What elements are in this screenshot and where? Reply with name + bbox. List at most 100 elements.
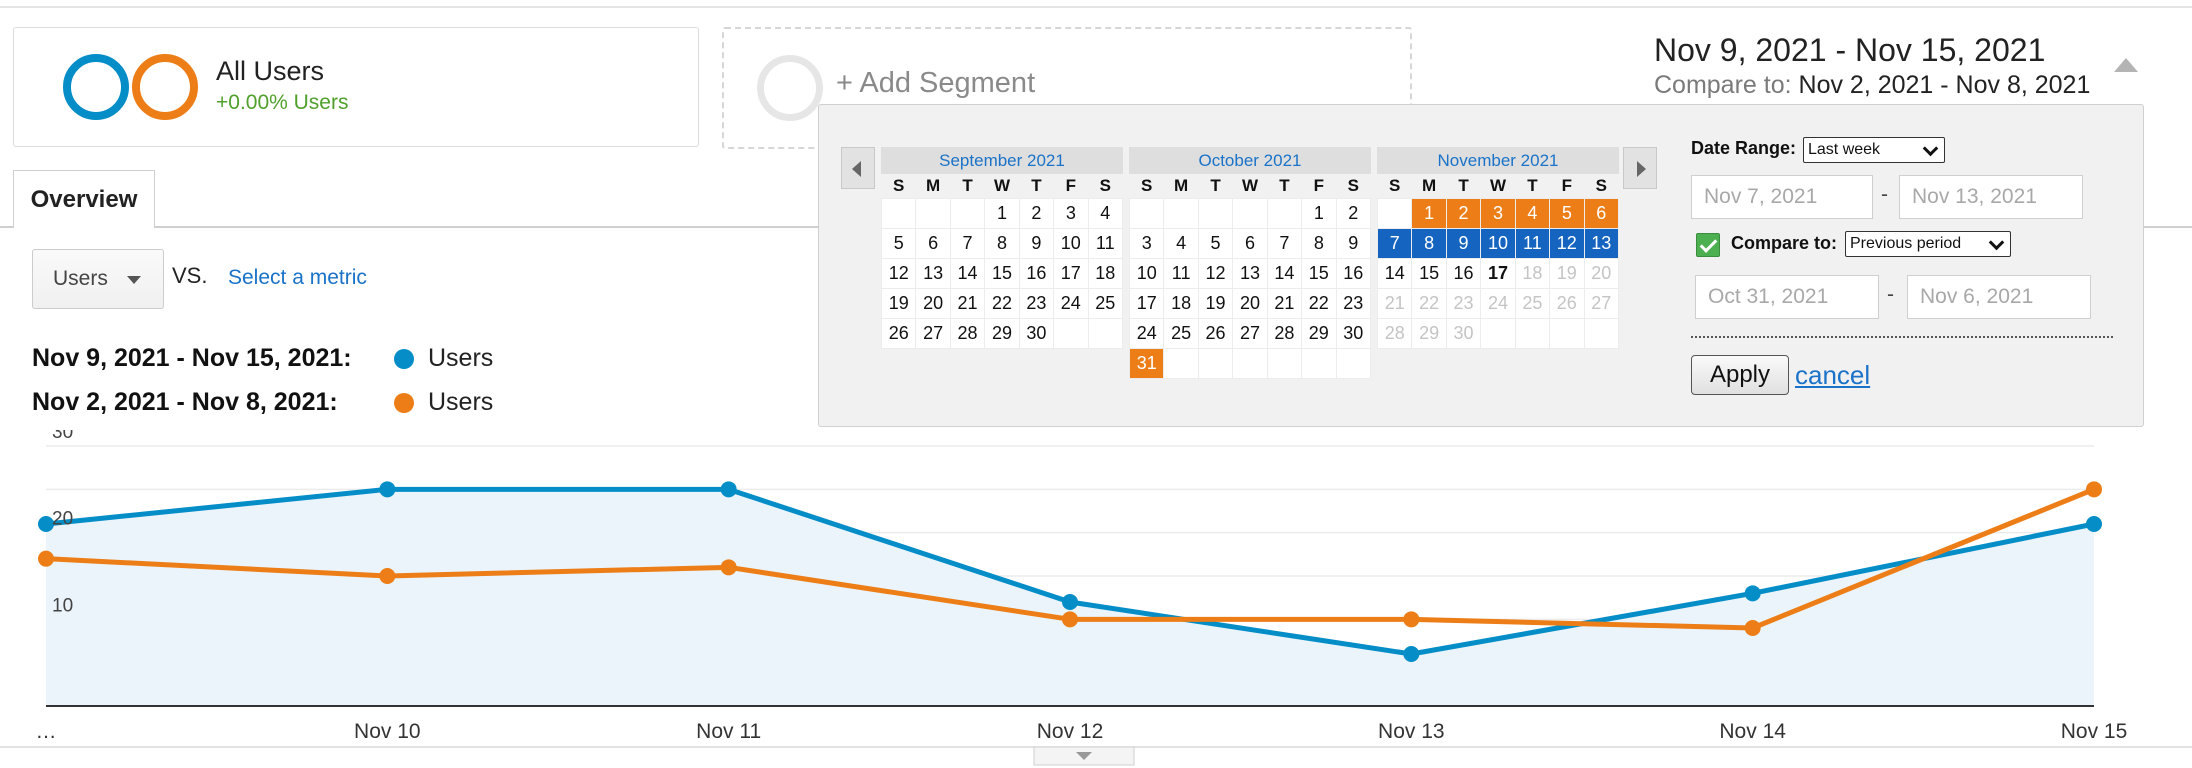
calendar-day[interactable]: 18 [1087, 258, 1124, 289]
calendar-day[interactable]: 30 [1018, 318, 1055, 349]
calendar-day[interactable]: 16 [1018, 258, 1055, 289]
end-date-input[interactable]: Nov 13, 2021 [1899, 175, 2083, 219]
calendar-day[interactable]: 2 [1018, 198, 1055, 229]
calendar-day[interactable]: 25 [1087, 288, 1124, 319]
apply-button[interactable]: Apply [1691, 355, 1789, 395]
calendar-day[interactable]: 10 [1053, 228, 1089, 259]
calendar-day[interactable]: 4 [1163, 228, 1199, 259]
calendar-day[interactable]: 9 [1445, 228, 1482, 259]
compare-period-select[interactable]: Previous period [1845, 231, 2011, 257]
calendar-day[interactable]: 16 [1445, 258, 1482, 289]
date-range-selector[interactable]: Nov 9, 2021 - Nov 15, 2021 [1654, 32, 2046, 68]
calendar-day[interactable]: 14 [949, 258, 986, 289]
calendar-day[interactable]: 24 [1053, 288, 1089, 319]
calendar-day[interactable]: 9 [1335, 228, 1372, 259]
cancel-link[interactable]: cancel [1795, 360, 1871, 390]
calendar-day[interactable]: 8 [1411, 228, 1447, 259]
calendar-day[interactable]: 27 [1232, 318, 1268, 349]
calendar-day[interactable]: 28 [949, 318, 986, 349]
calendar-day[interactable]: 22 [984, 288, 1020, 319]
calendar-day[interactable]: 20 [1232, 288, 1268, 319]
calendar-day[interactable]: 10 [1128, 258, 1165, 289]
calendar-day[interactable]: 13 [915, 258, 951, 289]
calendar-day[interactable]: 26 [1197, 318, 1234, 349]
calendar-day[interactable]: 9 [1018, 228, 1055, 259]
data-point-s0-5 [1744, 585, 1761, 602]
calendar-day[interactable]: 8 [1301, 228, 1337, 259]
calendar-day[interactable]: 2 [1445, 198, 1482, 229]
calendar-day[interactable]: 4 [1514, 198, 1551, 229]
calendar-day[interactable]: 8 [984, 228, 1020, 259]
tab-overview[interactable]: Overview [13, 170, 155, 228]
calendar-day[interactable]: 5 [880, 228, 917, 259]
calendar-day[interactable]: 11 [1163, 258, 1199, 289]
calendar-day[interactable]: 17 [1053, 258, 1089, 289]
calendar-next-button[interactable] [1623, 147, 1657, 189]
calendar-day[interactable]: 22 [1301, 288, 1337, 319]
calendar-day[interactable]: 13 [1232, 258, 1268, 289]
date-range-preset-select[interactable]: Last week [1803, 137, 1945, 163]
calendar-day[interactable]: 15 [1411, 258, 1447, 289]
calendar-day[interactable]: 23 [1335, 288, 1372, 319]
compare-checkbox[interactable] [1696, 233, 1720, 257]
calendar-day[interactable]: 5 [1549, 198, 1585, 229]
calendar-day[interactable]: 11 [1514, 228, 1551, 259]
calendar-day[interactable]: 21 [1266, 288, 1303, 319]
calendar-day[interactable]: 6 [915, 228, 951, 259]
start-date-input[interactable]: Nov 7, 2021 [1691, 175, 1873, 219]
calendar-day[interactable]: 21 [949, 288, 986, 319]
select-metric-link[interactable]: Select a metric [228, 266, 367, 289]
calendar-day[interactable]: 19 [1197, 288, 1234, 319]
compare-end-date-input[interactable]: Nov 6, 2021 [1907, 275, 2091, 319]
calendar-day[interactable]: 30 [1335, 318, 1372, 349]
calendar-day[interactable]: 7 [1266, 228, 1303, 259]
calendar-day-today[interactable]: 17 [1480, 258, 1516, 289]
calendar-day[interactable]: 17 [1128, 288, 1165, 319]
calendar-day[interactable]: 3 [1053, 198, 1089, 229]
calendar-day[interactable]: 1 [1301, 198, 1337, 229]
calendar-day[interactable]: 20 [915, 288, 951, 319]
calendar-day[interactable]: 28 [1266, 318, 1303, 349]
calendar-day[interactable]: 15 [1301, 258, 1337, 289]
calendar-day[interactable]: 29 [1301, 318, 1337, 349]
calendar-day[interactable]: 12 [880, 258, 917, 289]
calendar-day[interactable]: 11 [1087, 228, 1124, 259]
calendar-day[interactable]: 19 [880, 288, 917, 319]
calendar-day[interactable]: 27 [915, 318, 951, 349]
calendar-day[interactable]: 4 [1087, 198, 1124, 229]
calendar-day[interactable]: 10 [1480, 228, 1516, 259]
calendar-day[interactable]: 25 [1163, 318, 1199, 349]
calendar-day[interactable]: 31 [1128, 348, 1165, 379]
weekday-header: F [1313, 176, 1325, 195]
calendar-day[interactable]: 14 [1266, 258, 1303, 289]
segment-all-users[interactable]: All Users +0.00% Users [13, 27, 699, 147]
calendar-day[interactable]: 26 [880, 318, 917, 349]
legend-current-series: Users [428, 344, 494, 372]
compare-start-date-input[interactable]: Oct 31, 2021 [1695, 275, 1879, 319]
weekday-header: T [962, 176, 973, 195]
calendar-day[interactable]: 12 [1197, 258, 1234, 289]
calendar-day[interactable]: 6 [1232, 228, 1268, 259]
calendar-day[interactable]: 1 [984, 198, 1020, 229]
calendar-day[interactable]: 14 [1376, 258, 1413, 289]
calendar-day[interactable]: 2 [1335, 198, 1372, 229]
weekday-header: T [1279, 176, 1290, 195]
calendar-day[interactable]: 24 [1128, 318, 1165, 349]
calendar-day[interactable]: 3 [1128, 228, 1165, 259]
calendar-day[interactable]: 15 [984, 258, 1020, 289]
calendar-day[interactable]: 12 [1549, 228, 1585, 259]
calendar-day[interactable]: 7 [1376, 228, 1413, 259]
calendar-day[interactable]: 1 [1411, 198, 1447, 229]
calendar-day[interactable]: 13 [1583, 228, 1620, 259]
calendar-day[interactable]: 23 [1018, 288, 1055, 319]
calendar-day[interactable]: 16 [1335, 258, 1372, 289]
calendar-day[interactable]: 3 [1480, 198, 1516, 229]
calendar-day[interactable]: 6 [1583, 198, 1620, 229]
collapse-caret-icon[interactable] [2114, 58, 2138, 72]
calendar-day[interactable]: 5 [1197, 228, 1234, 259]
calendar-prev-button[interactable] [841, 147, 875, 189]
calendar-day[interactable]: 29 [984, 318, 1020, 349]
calendar-day[interactable]: 18 [1163, 288, 1199, 319]
metric-dropdown[interactable]: Users [32, 249, 164, 309]
calendar-day[interactable]: 7 [949, 228, 986, 259]
